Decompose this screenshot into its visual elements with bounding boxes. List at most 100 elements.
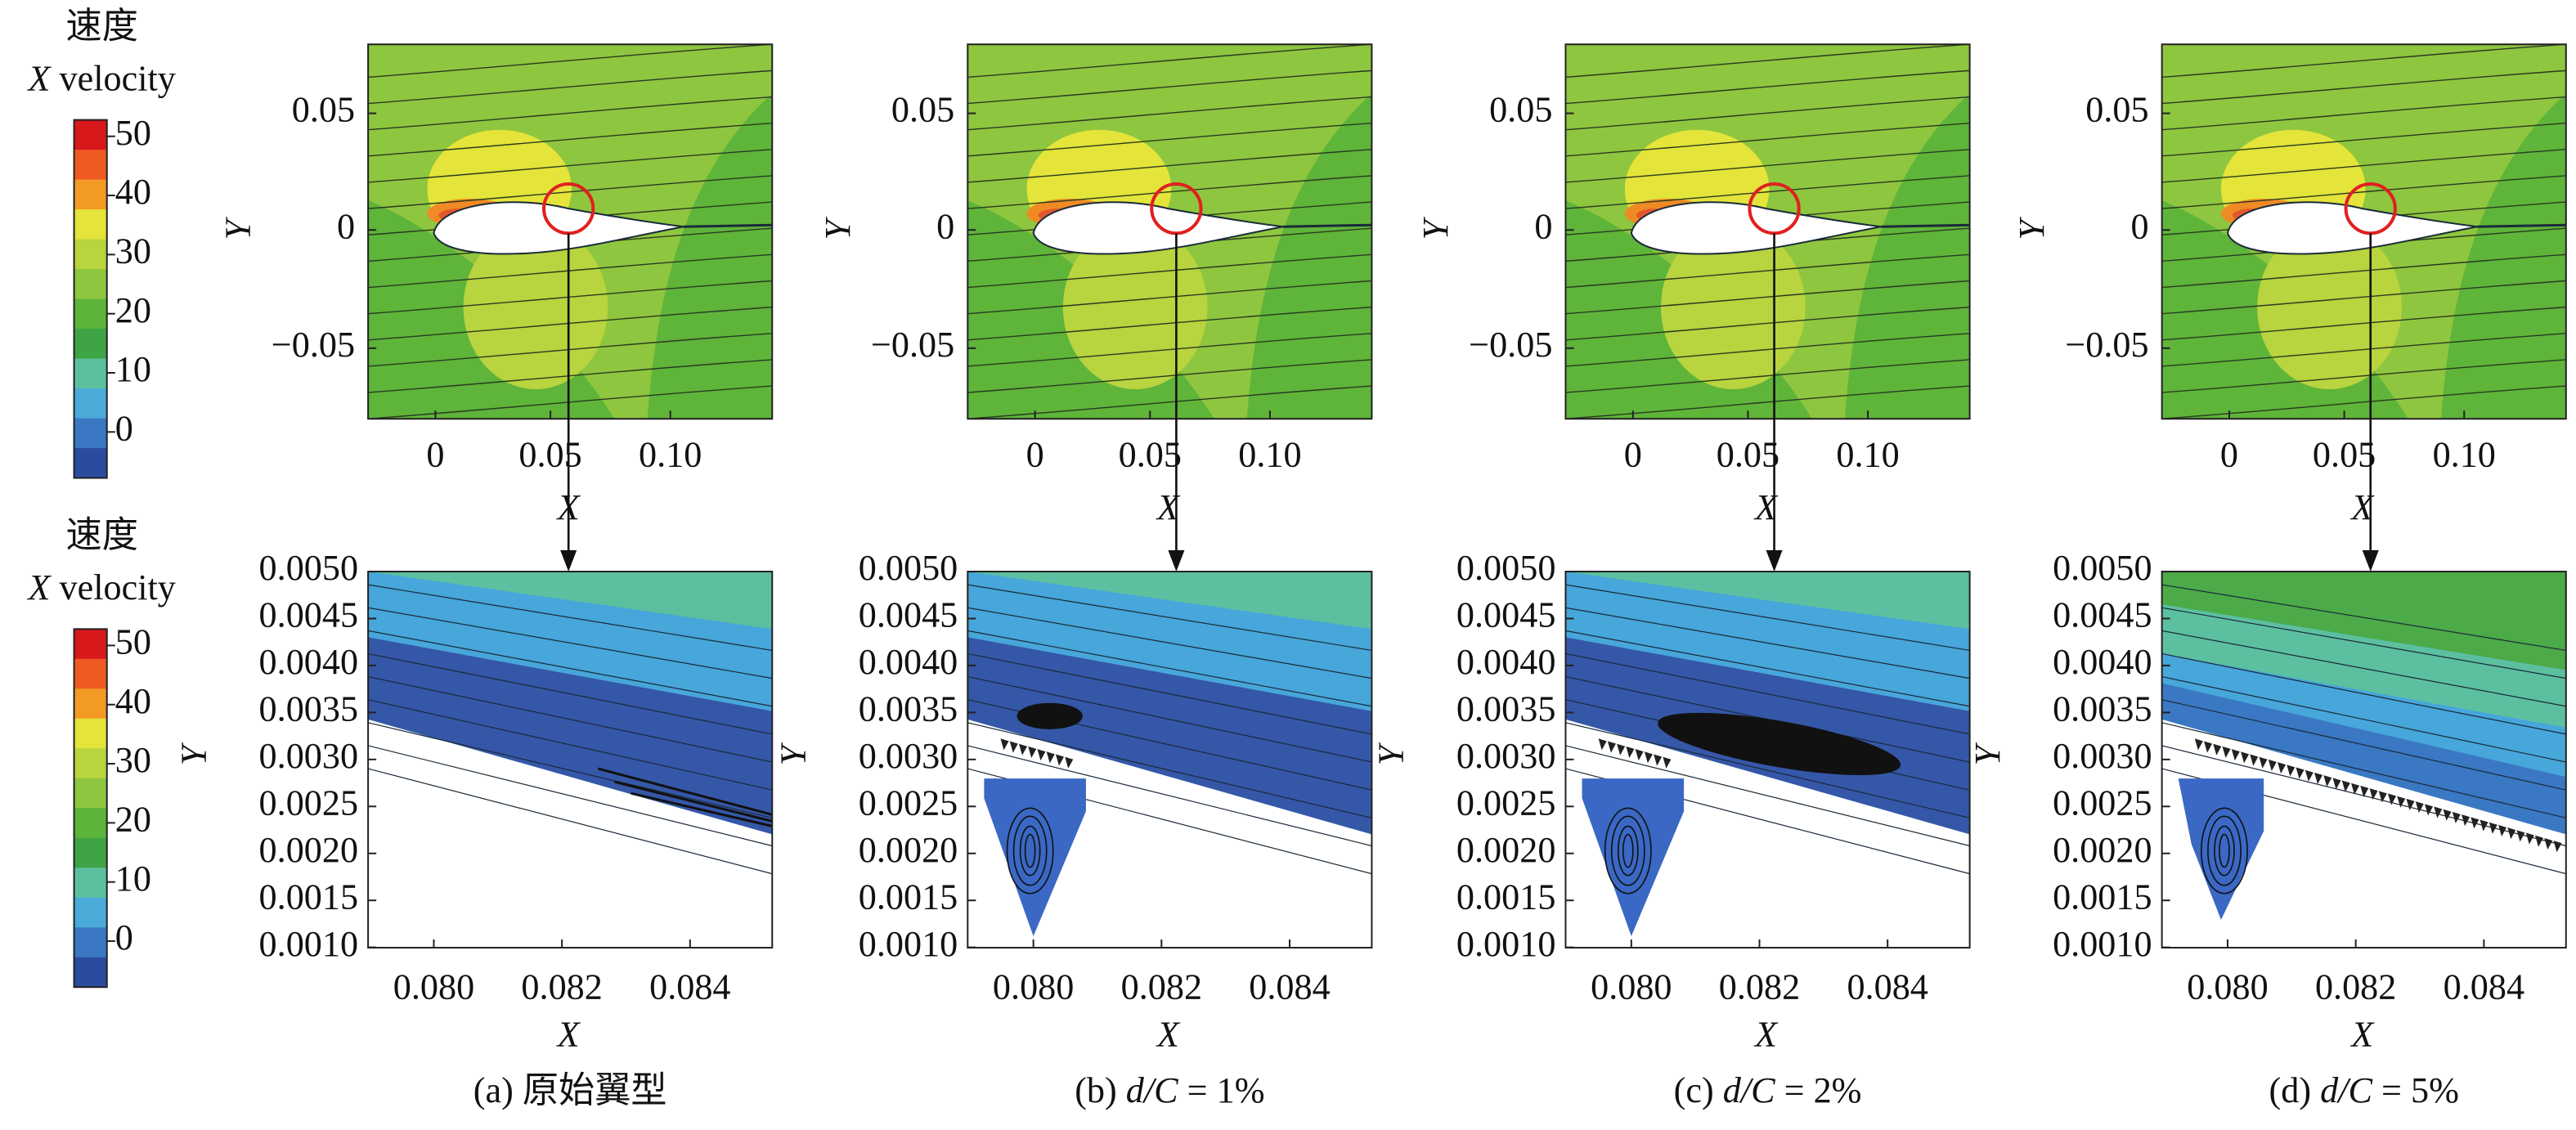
y-tick-label: 0.0025 [859, 782, 958, 823]
x-tick-label: 0.10 [1836, 435, 1899, 475]
y-tick-label: 0.0040 [859, 642, 958, 682]
streamline [967, 652, 1372, 735]
streamline [967, 43, 1372, 78]
x-tick-label: 0 [426, 435, 444, 475]
x-tick-label: 0.10 [639, 435, 702, 475]
colorbar-swatch [74, 629, 107, 660]
x-tick-label: 0.084 [1249, 966, 1330, 1007]
y-axis-label: Y [1968, 742, 2008, 765]
y-tick-label: 0.0030 [859, 736, 958, 776]
airfoil [2226, 201, 2478, 255]
airfoil [1630, 201, 1882, 255]
streamline [967, 607, 1372, 679]
caption-label: (b) [1075, 1070, 1126, 1110]
streamline [368, 333, 773, 367]
streamline [967, 280, 1372, 315]
colorbar-swatch [74, 119, 107, 150]
caption-label: (c) [1674, 1070, 1723, 1110]
low-zone [463, 225, 608, 390]
inset-streamline [2214, 825, 2235, 877]
y-tick-label: 0.05 [2085, 90, 2148, 130]
streamline [368, 385, 773, 419]
streamline [967, 175, 1372, 209]
streamline [368, 630, 773, 707]
detail-panel: 0.0050 0.0045 0.0040 0.0035 0.0030 0.0025 0.00… [774, 548, 1373, 1055]
streamline [368, 359, 773, 393]
streamline [368, 584, 773, 652]
x-tick-label: 0 [2220, 435, 2238, 475]
x-tick-label: 0.080 [1591, 966, 1672, 1007]
caption-variable: d/C [2320, 1070, 2372, 1110]
streamline [2161, 253, 2566, 289]
colorbar-tick-label: 0 [115, 917, 133, 957]
y-tick-label: 0.05 [1489, 90, 1552, 130]
airfoil [433, 201, 684, 255]
streamline [967, 676, 1372, 763]
x-tick-label: 0.082 [1719, 966, 1800, 1007]
colorbar-subtitle: X velocity [27, 59, 176, 99]
vortex [1016, 702, 1083, 729]
streamline [1565, 652, 1970, 735]
streamline [967, 359, 1372, 393]
colorbar-swatch [74, 179, 107, 210]
y-tick-label: 0 [936, 206, 954, 246]
colorbar-swatch [74, 329, 107, 360]
flow-field-right [1246, 93, 1372, 419]
solid-region [368, 719, 773, 948]
streamline [2161, 652, 2566, 735]
streamline [967, 745, 1372, 847]
streamline [368, 253, 773, 289]
separation-lines [597, 767, 773, 827]
streamline [967, 122, 1372, 157]
streamline [1565, 630, 1970, 707]
colorbar-frame [73, 119, 108, 479]
flow-field-right [2441, 93, 2566, 419]
roughness-teeth [1598, 738, 1672, 769]
colorbar-tick-label: 40 [115, 681, 151, 721]
streamline [1565, 333, 1970, 367]
y-axis-label: Y [818, 217, 858, 240]
colorbar-swatch [74, 298, 107, 330]
y-tick-label: 0.0045 [2053, 595, 2152, 635]
streamline [1565, 306, 1970, 341]
overview-panel: 0.05 0 −0.05 0 0.05 0.10 X Y [1416, 43, 1971, 572]
colorbar-swatch [74, 748, 107, 779]
y-tick-label: 0.0040 [2053, 642, 2152, 682]
solid-region [1565, 719, 1970, 948]
streamline [1565, 43, 1970, 78]
detail-panel: 0.0050 0.0045 0.0040 0.0035 0.0030 0.0025 0.00… [1968, 548, 2567, 1055]
colorbar-tick-label: 30 [115, 740, 151, 780]
colorbar-swatch [74, 418, 107, 449]
streamline [2161, 584, 2566, 652]
x-tick-label: 0.084 [2444, 966, 2524, 1007]
y-tick-label: 0.0015 [2053, 877, 2152, 917]
vortex-inset [1582, 778, 1685, 936]
streamline [368, 306, 773, 341]
streamline [2161, 306, 2566, 341]
y-tick-label: 0.0030 [259, 736, 359, 776]
teal-band [368, 572, 773, 630]
colorbar-swatch [74, 868, 107, 899]
x-axis-label: X [556, 1015, 581, 1055]
y-axis-label: Y [1371, 742, 1411, 765]
streamline [367, 745, 773, 847]
y-tick-label: 0.05 [292, 90, 355, 130]
streamline [967, 70, 1372, 105]
streamline [2161, 385, 2566, 419]
streamline [2161, 96, 2566, 131]
caption-variable: d/C [1126, 1070, 1178, 1110]
overview-panel: 0.05 0 −0.05 0 0.05 0.10 X Y [218, 43, 774, 572]
streamline [1565, 149, 1970, 183]
x-axis-label: X [1753, 1015, 1779, 1055]
arrow-head [2362, 549, 2379, 572]
y-tick-label: 0.0050 [259, 548, 359, 588]
caption-text: = 5% [2372, 1070, 2459, 1110]
streamline [967, 96, 1372, 131]
colorbar-title: 速度 [66, 515, 138, 555]
colorbar-tick-label: 10 [115, 859, 151, 899]
streamline [2161, 607, 2566, 679]
x-tick-label: 0.10 [2433, 435, 2496, 475]
streamline [2161, 699, 2566, 791]
y-tick-label: 0.0035 [1456, 689, 1556, 729]
streamline [368, 43, 773, 78]
